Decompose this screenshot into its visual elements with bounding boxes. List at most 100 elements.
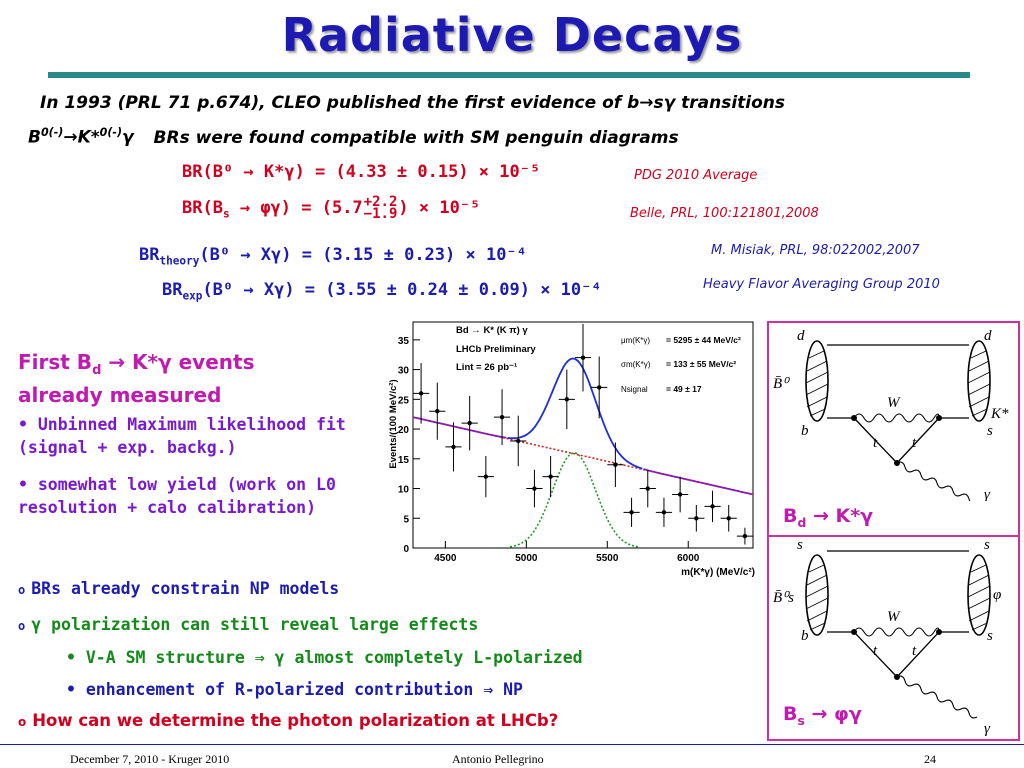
- plot-ylabel: Events/(100 MeV/c²): [388, 379, 399, 468]
- fd-bd-caption-1: B: [783, 505, 798, 527]
- fd-bd-b: b: [801, 423, 809, 439]
- left-bullet-2: • somewhat low yield (work on L0 resolut…: [18, 475, 336, 517]
- fd-bs-t1: t: [873, 643, 878, 659]
- data-point: [548, 474, 553, 479]
- fd-bd-caption: Bd → K*γ: [783, 505, 873, 530]
- fd-bd-t1: t: [873, 435, 878, 451]
- fd-bs-meson-right: φ: [993, 587, 1001, 603]
- fd-bd-caption-sub: d: [797, 515, 807, 530]
- slide-title: Radiative Decays: [281, 8, 743, 62]
- br2-tail: ) × 10⁻⁵: [398, 198, 481, 218]
- legend-lumi: Lint = 26 pb⁻¹: [456, 362, 517, 373]
- fd-bs-b: b: [801, 628, 809, 644]
- headline: In 1993 (PRL 71 p.674), CLEO published t…: [40, 93, 785, 113]
- data-point: [564, 397, 570, 402]
- question-text: How can we determine the photon polariza…: [32, 711, 559, 730]
- subline-lead: B: [28, 127, 41, 148]
- bullet-np-models: o BRs already constrain NP models: [18, 579, 339, 598]
- br-ref-3: M. Misiak, PRL, 98:022002,2007: [711, 243, 920, 258]
- data-point: [435, 409, 440, 414]
- fd-bd-w: W: [887, 395, 901, 411]
- data-point: [418, 391, 424, 396]
- data-point: [613, 462, 618, 467]
- footer-rule: [0, 744, 1024, 745]
- fd-bs-quark-tl: s: [797, 537, 803, 553]
- br-ref-4: Heavy Flavor Averaging Group 2010: [703, 277, 940, 292]
- left-head-3: already measured: [18, 383, 222, 407]
- plot-xlabel: m(K*γ) (MeV/c²): [681, 567, 755, 578]
- data-point: [483, 474, 489, 479]
- subbullet-va: • V-A SM structure ⇒ γ almost completely…: [66, 648, 583, 667]
- data-point: [645, 486, 650, 491]
- subline-sup2: 0(-): [99, 126, 123, 139]
- fd-bs-s: s: [987, 628, 993, 644]
- fd-bd-gamma: γ: [984, 487, 991, 501]
- plot-points: [413, 324, 753, 545]
- data-point: [694, 516, 699, 521]
- data-point: [661, 510, 667, 515]
- left-heading: First Bd → K*γ events already measured: [18, 350, 254, 407]
- data-point: [726, 516, 731, 521]
- br2-lead: BR(B: [182, 198, 223, 218]
- br-line-3: BRtheory(B⁰ → Xγ) = (3.15 ± 0.23) × 10⁻⁴: [139, 245, 527, 267]
- total-fit-curve-left: [412, 416, 507, 439]
- data-point: [742, 533, 748, 539]
- feynman-box-bs: s s B̄⁰s φ W b t t s γ Bs → φγ: [767, 535, 1020, 741]
- data-point: [516, 438, 521, 444]
- fd-bd-caption-2: → K*γ: [806, 505, 874, 527]
- x-tick-label: 4500: [434, 553, 457, 564]
- footer-date: December 7, 2010 - Kruger 2010: [70, 752, 230, 766]
- y-tick-label: 35: [398, 336, 410, 347]
- fd-bs-caption-1: B: [783, 703, 798, 725]
- data-point: [467, 420, 472, 426]
- bullet-polarization-text: γ polarization can still reveal large ef…: [31, 615, 479, 634]
- subline-gamma: γ: [122, 127, 134, 148]
- bullet-mark-icon: o: [18, 715, 27, 729]
- headline-text: In 1993 (PRL 71 p.674), CLEO published t…: [40, 93, 640, 113]
- x-tick-label: 6000: [677, 553, 700, 564]
- feynman-diagram-bd: d d B̄⁰ K* W b t t s γ: [773, 328, 1009, 505]
- subline-tail: BRs were found compatible with SM pengui…: [153, 127, 679, 148]
- br2-asym-error: +2.2 −1.9: [363, 195, 398, 222]
- br3-lead: BR: [139, 245, 160, 265]
- sigma-value: = 133 ± 55 MeV/c²: [666, 359, 736, 369]
- signal-fit-curve: [509, 452, 640, 548]
- bullet-mark-icon: o: [18, 619, 26, 633]
- bullet-np-models-text: BRs already constrain NP models: [31, 579, 340, 598]
- data-point: [532, 486, 537, 491]
- br-line-1: BR(B⁰ → K*γ) = (4.33 ± 0.15) × 10⁻⁵: [182, 162, 541, 182]
- x-tick-label: 5000: [515, 553, 538, 564]
- fd-bd-s: s: [987, 423, 993, 439]
- x-tick-label: 5500: [596, 553, 619, 564]
- data-point: [499, 414, 505, 420]
- sigma-label: σm(K*γ): [621, 360, 651, 369]
- y-tick-label: 30: [398, 366, 410, 377]
- left-head-2: → K*γ events: [101, 350, 255, 374]
- fd-bs-gamma: γ: [984, 721, 991, 737]
- total-fit-curve-peak: [507, 357, 643, 470]
- left-head-1: First B: [18, 350, 93, 374]
- mass-plot: 4500 5000 5500 6000 0 5 10 15 20 25 30 35 Bd → K* (…: [383, 316, 760, 580]
- fd-bd-t2: t: [912, 435, 917, 451]
- left-bullet-1: • Unbinned Maximum likelihood fit (signa…: [18, 415, 346, 457]
- total-fit-curve-right: [643, 468, 753, 496]
- br2-sub: s: [222, 207, 230, 221]
- headline-tail: sγ transitions: [653, 93, 786, 113]
- feynman-box-bd: d d B̄⁰ K* W b t t s γ Bd → K*γ: [767, 321, 1020, 537]
- subbullet-rpol: • enhancement of R-polarized contributio…: [66, 680, 523, 699]
- footer-page: 24: [924, 752, 936, 766]
- plot-legend: Bd → K* (K π) γ LHCb Preliminary Lint = …: [456, 325, 741, 394]
- fd-bd-quark-tr: d: [984, 328, 992, 344]
- plot-axes-box: [412, 321, 754, 549]
- nsignal-value: = 49 ± 17: [666, 384, 702, 394]
- question-line: o How can we determine the photon polariz…: [18, 711, 558, 730]
- br2-down: −1.9: [363, 206, 398, 222]
- data-point: [596, 385, 602, 390]
- y-tick-label: 0: [403, 544, 409, 555]
- legend-experiment: LHCb Preliminary: [456, 344, 536, 355]
- arrow-icon: →: [639, 93, 654, 113]
- fd-bs-caption-sub: s: [797, 713, 805, 728]
- nsignal-label: Nsignal: [621, 385, 648, 394]
- data-point: [451, 444, 456, 450]
- left-head-sub: d: [92, 363, 102, 378]
